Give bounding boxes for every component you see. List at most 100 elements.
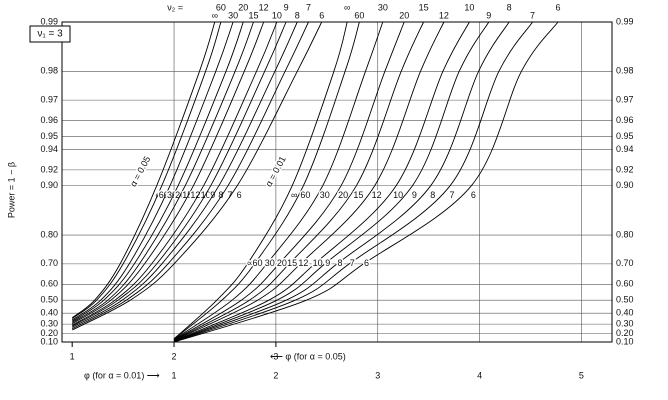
y-tick-label: 0.10 xyxy=(40,336,58,346)
y-tick-label-right: 0.98 xyxy=(616,66,634,76)
curve-label: 30 xyxy=(320,190,330,200)
curve-label: 7 xyxy=(450,190,455,200)
x2-tick-label: 2 xyxy=(172,351,177,361)
y-tick-label-right: 0.50 xyxy=(616,295,634,305)
y-tick-label: 0.94 xyxy=(40,144,58,154)
x-tick-label: 2 xyxy=(273,370,278,380)
curve-end-label: 7 xyxy=(306,2,311,12)
power-curve xyxy=(173,21,360,340)
curve-end-label: 30 xyxy=(228,10,238,20)
y-tick-label: 0.20 xyxy=(40,328,58,338)
y-tick-label: 0.50 xyxy=(40,295,58,305)
curve-label: 7 xyxy=(350,258,355,268)
curve-end-label: 12 xyxy=(259,2,269,12)
curve-label: 10 xyxy=(393,190,403,200)
y-tick-label: 0.97 xyxy=(40,95,58,105)
curve-label: 6 xyxy=(237,190,242,200)
curve-end-label: 20 xyxy=(399,10,409,20)
curve-end-label: 8 xyxy=(507,2,512,12)
curve-end-label: 15 xyxy=(248,10,258,20)
x-axis-label: φ (for α = 0.01) ⟶ xyxy=(84,370,160,380)
power-curve xyxy=(71,21,309,330)
power-curve xyxy=(173,21,470,342)
y-tick-label-right: 0.96 xyxy=(616,115,634,125)
curve-label: 20 xyxy=(338,190,348,200)
power-curve xyxy=(71,21,323,331)
curve-end-label: 6 xyxy=(319,10,324,20)
curve-end-label: 10 xyxy=(272,10,282,20)
x2-axis-label: ⟵ φ (for α = 0.05) xyxy=(270,351,346,361)
curve-label: 15 xyxy=(353,190,363,200)
y-tick-label: 0.99 xyxy=(40,16,58,26)
y-tick-label: 0.92 xyxy=(40,164,58,174)
y-tick-label-right: 0.97 xyxy=(616,95,634,105)
curve-label: 8 xyxy=(218,190,223,200)
curve-label: 6 xyxy=(471,190,476,200)
power-curve xyxy=(173,21,425,341)
x2-tick-label: 3 xyxy=(273,351,278,361)
power-curve xyxy=(173,21,533,343)
y-tick-label: 0.98 xyxy=(40,66,58,76)
y-tick-label-right: 0.80 xyxy=(616,229,634,239)
curve-end-label: 12 xyxy=(439,10,449,20)
curve-label: 9 xyxy=(412,190,417,200)
curve-label: 8 xyxy=(430,190,435,200)
x-tick-label: 4 xyxy=(477,370,482,380)
y-tick-label-right: 0.20 xyxy=(616,328,634,338)
curve-end-label: 7 xyxy=(530,10,535,20)
power-curve xyxy=(71,21,216,319)
y-tick-label: 0.96 xyxy=(40,115,58,125)
y-tick-label-right: 0.70 xyxy=(616,258,634,268)
y-tick-label-right: 0.95 xyxy=(616,131,634,141)
x-tick-label: 1 xyxy=(172,370,177,380)
curve-label: 6 xyxy=(364,258,369,268)
y-tick-label: 0.90 xyxy=(40,180,58,190)
curve-label: ∞ xyxy=(291,190,297,200)
curve-end-label: 9 xyxy=(486,10,491,20)
y-tick-label-right: 0.99 xyxy=(616,16,634,26)
power-curve xyxy=(173,21,559,343)
x-tick-label: 5 xyxy=(579,370,584,380)
y-axis-label: Power = 1 − β xyxy=(6,162,16,218)
curve-end-label: 60 xyxy=(354,10,364,20)
curve-label: 20 xyxy=(277,258,287,268)
plot-frame xyxy=(61,21,613,343)
curve-label: 15 xyxy=(287,258,297,268)
y-tick-label-right: 0.40 xyxy=(616,308,634,318)
panel-label: ν₁ = 3 xyxy=(37,29,63,40)
power-curve xyxy=(173,21,348,340)
curve-end-label: ∞ xyxy=(344,2,350,12)
power-curve xyxy=(173,21,510,342)
curve-end-label: 15 xyxy=(419,2,429,12)
curve-label: 12 xyxy=(298,258,308,268)
x2-tick-label: 1 xyxy=(70,351,75,361)
power-curve xyxy=(71,21,298,328)
curve-end-label: ∞ xyxy=(212,10,218,20)
power-curve xyxy=(173,21,490,342)
curve-end-label: 10 xyxy=(464,2,474,12)
power-curve xyxy=(71,21,234,321)
curve-label: ∞ xyxy=(156,190,162,200)
y-tick-label: 0.60 xyxy=(40,279,58,289)
y-tick-label-right: 0.90 xyxy=(616,180,634,190)
legend-prefix: ν₂ = xyxy=(167,2,183,12)
curve-label: 8 xyxy=(337,258,342,268)
y-tick-label: 0.80 xyxy=(40,229,58,239)
y-tick-label-right: 0.94 xyxy=(616,144,634,154)
curve-end-label: 30 xyxy=(378,2,388,12)
power-curve xyxy=(173,21,384,340)
y-tick-label-right: 0.10 xyxy=(616,336,634,346)
curve-label: 60 xyxy=(300,190,310,200)
panel-label-box xyxy=(29,25,71,43)
power-curve xyxy=(173,21,445,341)
y-tick-label: 0.40 xyxy=(40,308,58,318)
x-tick-label: 3 xyxy=(375,370,380,380)
y-tick-label-right: 0.30 xyxy=(616,319,634,329)
power-curve xyxy=(71,21,254,323)
curve-label: 12 xyxy=(190,190,200,200)
curve-end-label: 20 xyxy=(238,2,248,12)
curve-end-label: 6 xyxy=(556,2,561,12)
curve-label: 60 xyxy=(252,258,262,268)
